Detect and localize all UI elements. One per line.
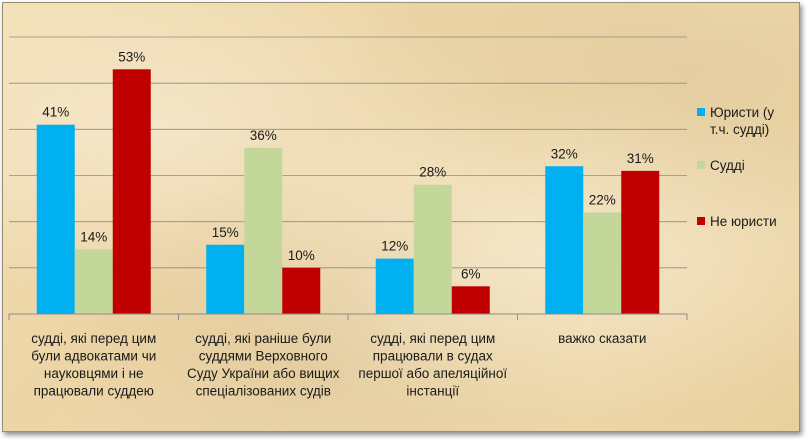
bar — [621, 170, 660, 314]
data-label: 12% — [381, 239, 408, 254]
legend: Юристи (у т.ч. судді) Судді Не юристи — [697, 105, 777, 229]
bar — [375, 258, 414, 314]
data-label: 10% — [288, 248, 315, 263]
data-label: 53% — [118, 49, 145, 64]
bar — [244, 147, 283, 314]
bar — [206, 244, 245, 314]
data-label: 14% — [80, 229, 107, 244]
data-label: 22% — [589, 192, 616, 207]
category-label: судді, які раніше були суддями Верховного… — [187, 331, 340, 399]
legend-entry: Юристи (у т.ч. судді) — [710, 105, 774, 137]
bar — [413, 184, 452, 314]
bar — [282, 267, 321, 314]
data-label: 32% — [551, 146, 578, 161]
data-label: 6% — [461, 266, 481, 281]
bars — [36, 69, 660, 314]
bar — [74, 249, 113, 314]
legend-entry: Не юристи — [710, 214, 777, 229]
legend-swatch — [697, 108, 705, 116]
legend-swatch — [697, 161, 705, 169]
bar — [583, 212, 622, 314]
data-label: 31% — [627, 151, 654, 166]
bar — [36, 124, 75, 314]
category-label: судді, які перед цим були адвокатами чи на… — [31, 331, 156, 399]
data-label: 41% — [42, 105, 69, 120]
x-axis — [8, 313, 688, 320]
category-label: важко сказати — [558, 331, 646, 346]
data-label: 28% — [419, 165, 446, 180]
bar — [451, 286, 490, 314]
category-labels: судді, які перед цим були адвокатами чи на… — [31, 331, 646, 399]
data-label: 36% — [250, 128, 277, 143]
data-labels: 41% 14% 53% 15% 36% 10% 12% 28% 6% 32% 22% 31% — [42, 49, 654, 281]
legend-swatch — [697, 217, 705, 225]
bar — [112, 69, 151, 314]
data-label: 15% — [212, 225, 239, 240]
category-label: судді, які перед цим працювали в судах пер… — [358, 331, 507, 399]
legend-entry: Судді — [710, 158, 745, 173]
bar — [545, 166, 584, 314]
